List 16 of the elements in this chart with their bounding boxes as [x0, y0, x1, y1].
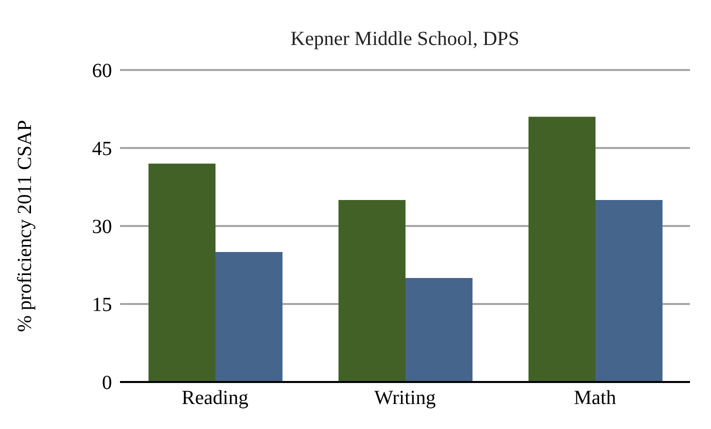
x-tick-label: Math: [574, 387, 616, 410]
y-tick-label: 0: [102, 372, 112, 394]
chart-title: Kepner Middle School, DPS: [290, 28, 520, 51]
y-tick-label: 45: [92, 138, 112, 160]
y-tick-label: 30: [92, 216, 112, 238]
bar: [528, 116, 596, 382]
y-tick-label: 60: [92, 60, 112, 82]
y-axis-title: % proficiency 2011 CSAP: [14, 120, 36, 332]
bar: [338, 200, 406, 382]
bar: [216, 252, 282, 382]
x-tick-label: Reading: [182, 387, 248, 410]
bar: [406, 278, 472, 382]
bar: [148, 164, 216, 382]
y-tick-label: 15: [92, 294, 112, 316]
bar: [596, 200, 662, 382]
x-tick-label: Writing: [374, 387, 436, 410]
